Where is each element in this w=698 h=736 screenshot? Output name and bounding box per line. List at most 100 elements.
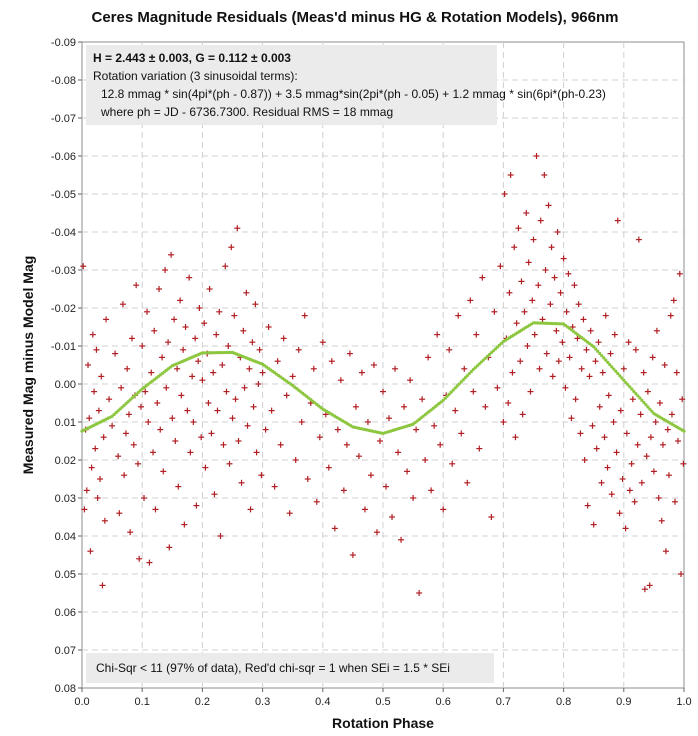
data-point xyxy=(661,362,668,368)
data-point xyxy=(535,282,542,289)
data-point xyxy=(506,289,513,296)
data-point xyxy=(652,419,659,425)
data-point xyxy=(367,472,374,479)
model-point xyxy=(642,400,646,405)
data-point xyxy=(425,354,432,361)
data-point xyxy=(428,487,435,494)
data-point xyxy=(134,460,141,467)
scatter-series xyxy=(80,153,687,596)
data-point xyxy=(622,525,629,532)
data-point xyxy=(581,457,588,463)
data-point xyxy=(554,229,561,235)
data-point xyxy=(192,335,199,342)
model-point xyxy=(447,392,451,396)
annotation-line-4: where ph = JD - 6736.7300. Residual RMS … xyxy=(100,105,393,119)
data-point xyxy=(150,449,157,456)
data-point xyxy=(646,582,653,589)
data-point xyxy=(247,506,254,513)
data-point xyxy=(187,449,194,456)
data-point xyxy=(524,343,531,349)
data-point xyxy=(547,301,554,308)
data-point xyxy=(419,396,426,403)
data-point xyxy=(119,301,126,308)
data-point xyxy=(92,445,99,452)
data-point xyxy=(670,297,677,304)
data-point xyxy=(500,419,507,425)
data-point xyxy=(262,426,269,433)
data-point xyxy=(226,460,233,467)
data-point xyxy=(116,510,123,517)
model-point xyxy=(453,386,457,390)
data-point xyxy=(144,308,151,315)
data-point xyxy=(641,586,648,593)
model-point xyxy=(598,351,602,356)
data-point xyxy=(274,358,281,365)
data-point xyxy=(671,498,678,505)
data-point xyxy=(557,289,564,296)
model-point xyxy=(612,367,616,371)
model-point xyxy=(640,398,644,402)
data-point xyxy=(223,388,230,395)
model-point xyxy=(626,383,630,387)
data-point xyxy=(376,438,383,444)
data-point xyxy=(531,331,538,338)
annotation-box xyxy=(86,45,497,125)
data-point xyxy=(598,479,605,486)
data-point xyxy=(416,590,423,596)
data-point xyxy=(258,472,265,479)
data-point xyxy=(100,434,107,441)
data-point xyxy=(80,263,87,270)
x-axis-ticks: 0.0 0.1 0.2 0.3 0.4 0.5 0.6 0.7 0.8 0.9 1.0 xyxy=(74,688,692,708)
model-point xyxy=(455,384,459,388)
y-tick-label: -0.07 xyxy=(51,113,76,125)
model-point xyxy=(467,372,471,376)
data-point xyxy=(85,362,92,368)
data-point xyxy=(112,350,119,357)
model-point xyxy=(614,369,618,373)
data-point xyxy=(590,521,597,528)
data-point xyxy=(635,236,642,243)
data-point xyxy=(222,263,229,270)
model-point xyxy=(487,352,491,357)
data-point xyxy=(488,514,495,520)
data-point xyxy=(668,411,675,418)
data-point xyxy=(620,365,627,372)
data-point xyxy=(216,308,223,315)
data-point xyxy=(525,259,532,266)
data-point xyxy=(175,483,182,490)
data-point xyxy=(195,358,202,365)
footer-note: Chi-Sqr < 11 (97% of data), Red'd chi-sq… xyxy=(96,661,450,675)
data-point xyxy=(304,476,311,482)
data-point xyxy=(507,172,514,178)
footer-note-box xyxy=(86,653,494,683)
data-point xyxy=(166,544,173,551)
data-point xyxy=(619,476,626,482)
data-point xyxy=(210,369,217,376)
annotation-line-3: 12.8 mmag * sin(4pi*(ph - 0.87)) + 3.5 m… xyxy=(101,87,606,101)
data-point xyxy=(494,384,501,391)
data-point xyxy=(446,346,453,353)
data-point xyxy=(479,274,486,281)
data-point xyxy=(674,438,681,444)
model-point xyxy=(630,387,634,391)
data-point xyxy=(115,453,122,460)
data-point xyxy=(422,457,429,463)
data-point xyxy=(404,468,411,475)
model-point xyxy=(622,378,626,382)
data-point xyxy=(252,301,259,308)
data-point xyxy=(240,327,247,334)
data-point xyxy=(139,343,146,349)
model-point xyxy=(650,409,654,414)
data-point xyxy=(602,312,609,319)
data-point xyxy=(238,479,245,486)
data-point xyxy=(87,548,94,555)
data-point xyxy=(589,422,596,429)
model-point xyxy=(600,354,604,358)
model-point xyxy=(449,390,453,394)
data-point xyxy=(647,434,654,441)
model-point xyxy=(618,374,622,378)
data-point xyxy=(253,449,260,456)
model-point xyxy=(459,380,463,384)
data-point xyxy=(337,377,344,384)
